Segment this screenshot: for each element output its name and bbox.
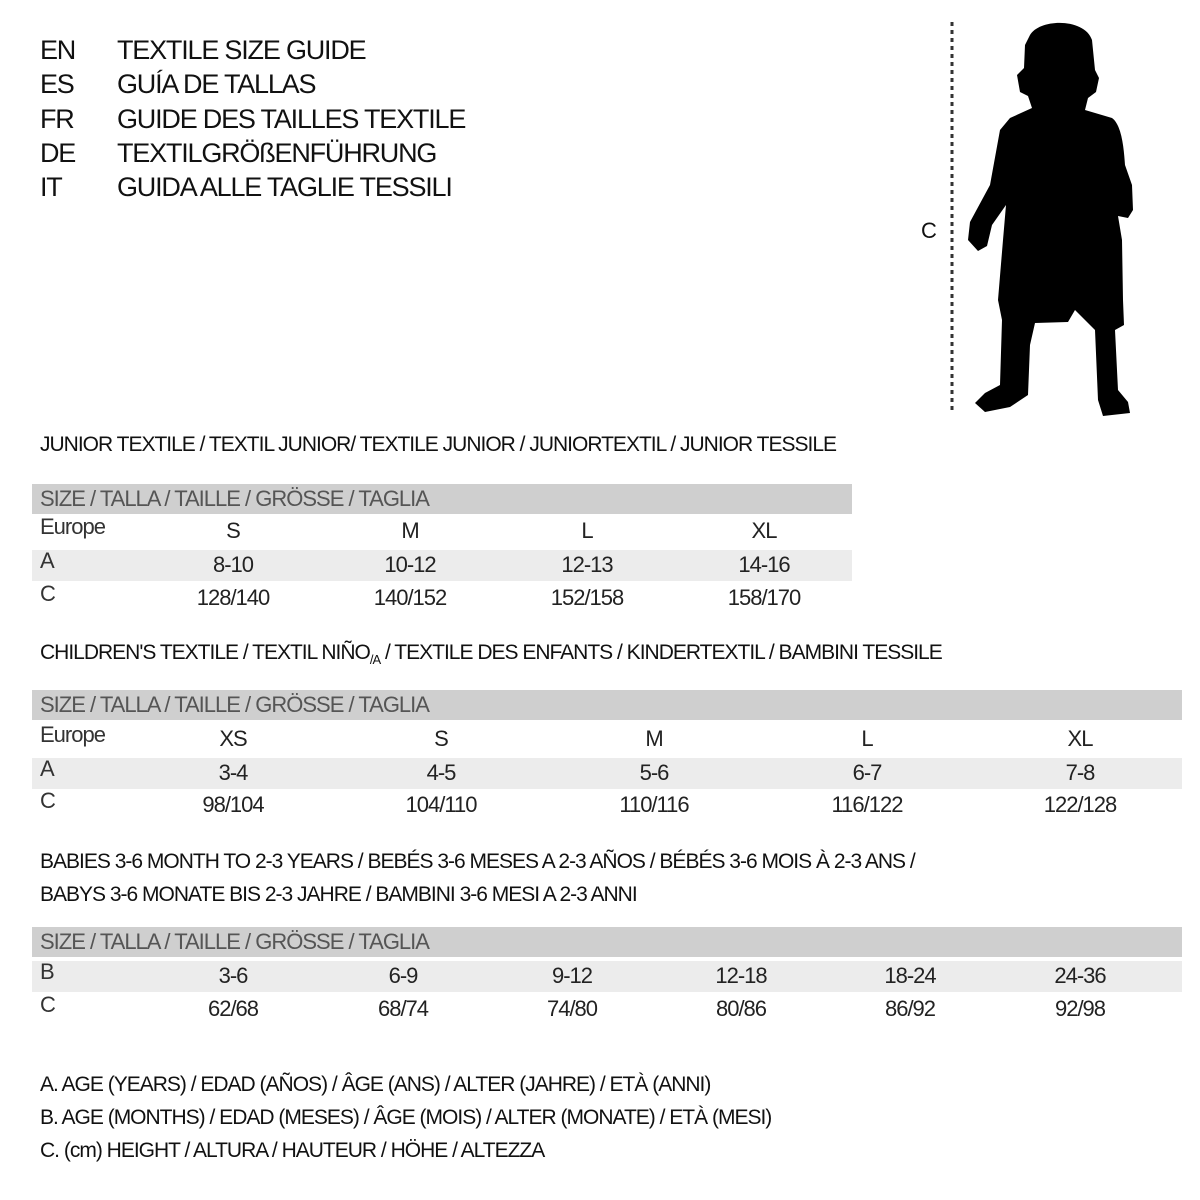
- row-label: Europe: [40, 722, 106, 747]
- table-cell: 3-6: [218, 963, 249, 988]
- table-cell: L: [581, 518, 593, 543]
- table-cell: 9-12: [551, 963, 593, 988]
- table-cell: 80/86: [715, 996, 767, 1021]
- table-cell: 158/170: [727, 585, 802, 610]
- table-header-label: SIZE / TALLA / TAILLE / GRÖSSE / TAGLIA: [40, 929, 430, 954]
- row-label: C: [40, 581, 56, 606]
- table-cell: 92/98: [1054, 996, 1106, 1021]
- table-cell: 7-8: [1065, 760, 1096, 785]
- row-label: Europe: [40, 514, 106, 539]
- table-cell: 98/104: [202, 792, 264, 817]
- table-cell: 116/122: [831, 792, 904, 817]
- table-header: SIZE / TALLA / TAILLE / GRÖSSE / TAGLIA: [32, 690, 1182, 720]
- language-title: TEXTILE SIZE GUIDE: [117, 35, 367, 65]
- table-cell: 68/74: [377, 996, 429, 1021]
- table-cell: 12-13: [561, 552, 613, 577]
- table-cell: S: [434, 726, 449, 751]
- table-cell: 5-6: [639, 760, 670, 785]
- table-cell: 6-7: [852, 760, 883, 785]
- table-header: SIZE / TALLA / TAILLE / GRÖSSE / TAGLIA: [32, 927, 1182, 957]
- children-title-sub: /A: [369, 652, 381, 668]
- children-title-main: CHILDREN'S TEXTILE / TEXTIL NIÑO: [40, 641, 371, 664]
- language-title: GUIDA ALLE TAGLIE TESSILI: [117, 172, 453, 203]
- table-cell: 12-18: [715, 963, 767, 988]
- language-title: TEXTILGRÖßENFÜHRUNG: [117, 137, 437, 168]
- table-cell: L: [861, 726, 873, 751]
- language-code: FR: [40, 103, 75, 134]
- table-cell: 14-16: [738, 552, 790, 577]
- table-cell: S: [226, 518, 241, 543]
- legend-item: C. (cm) HEIGHT / ALTURA / HAUTEUR / HÖHE…: [40, 1139, 545, 1162]
- table-header-label: SIZE / TALLA / TAILLE / GRÖSSE / TAGLIA: [40, 692, 430, 717]
- table-cell: 4-5: [426, 760, 457, 785]
- table-cell: 24-36: [1054, 963, 1106, 988]
- table-cell: 128/140: [196, 585, 271, 610]
- child-silhouette-shape: [968, 22, 1133, 417]
- table-cell: XL: [751, 518, 778, 543]
- junior-title: JUNIOR TEXTILE / TEXTIL JUNIOR/ TEXTILE …: [40, 433, 837, 456]
- table-cell: XL: [1067, 726, 1094, 751]
- table-cell: 104/110: [405, 792, 478, 817]
- row-label: B: [40, 959, 55, 984]
- table-cell: 18-24: [884, 963, 936, 988]
- babies-title-line1: BABIES 3-6 MONTH TO 2-3 YEARS / BEBÉS 3-…: [40, 850, 916, 873]
- height-label: C: [921, 218, 937, 243]
- table-row-band: [32, 961, 1182, 992]
- legend-item: A. AGE (YEARS) / EDAD (AÑOS) / ÂGE (ANS)…: [40, 1073, 711, 1096]
- table-cell: M: [645, 726, 663, 751]
- junior-size-table: SIZE / TALLA / TAILLE / GRÖSSE / TAGLIA E…: [32, 484, 852, 618]
- language-code: EN: [40, 35, 76, 65]
- children-title: CHILDREN'S TEXTILE / TEXTIL NIÑO/A / TEX…: [40, 641, 943, 668]
- row-label: C: [40, 788, 56, 813]
- table-cell: 6-9: [388, 963, 419, 988]
- table-row-band: [32, 550, 852, 581]
- table-cell: 74/80: [546, 996, 598, 1021]
- table-cell: 62/68: [207, 996, 259, 1021]
- children-title-rest: / TEXTILE DES ENFANTS / KINDERTEXTIL / B…: [380, 641, 943, 664]
- babies-title-line2: BABYS 3-6 MONATE BIS 2-3 JAHRE / BAMBINI…: [40, 883, 638, 906]
- child-silhouette-icon: [950, 22, 1133, 417]
- table-row-band: [32, 758, 1182, 789]
- table-header: SIZE / TALLA / TAILLE / GRÖSSE / TAGLIA: [32, 484, 852, 514]
- table-cell: 10-12: [384, 552, 436, 577]
- language-code: DE: [40, 137, 76, 168]
- table-cell: 152/158: [550, 585, 625, 610]
- table-cell: 86/92: [884, 996, 936, 1021]
- table-cell: 8-10: [212, 552, 254, 577]
- language-code: ES: [40, 69, 75, 100]
- children-size-table: SIZE / TALLA / TAILLE / GRÖSSE / TAGLIA E…: [32, 690, 1182, 825]
- legend-item: B. AGE (MONTHS) / EDAD (MESES) / ÂGE (MO…: [40, 1106, 772, 1129]
- table-cell: XS: [219, 726, 247, 751]
- table-cell: 122/128: [1043, 792, 1118, 817]
- row-label: C: [40, 992, 56, 1017]
- table-cell: 3-4: [218, 760, 249, 785]
- row-label: A: [40, 548, 55, 573]
- table-cell: 110/116: [619, 792, 689, 817]
- babies-size-table: SIZE / TALLA / TAILLE / GRÖSSE / TAGLIA B…: [32, 927, 1182, 1029]
- table-header-label: SIZE / TALLA / TAILLE / GRÖSSE / TAGLIA: [40, 486, 430, 511]
- language-code: IT: [40, 172, 63, 203]
- row-label: A: [40, 756, 55, 781]
- language-title: GUIDE DES TAILLES TEXTILE: [117, 103, 466, 134]
- language-title: GUÍA DE TALLAS: [117, 69, 316, 100]
- table-cell: M: [401, 518, 419, 543]
- table-cell: 140/152: [373, 585, 448, 610]
